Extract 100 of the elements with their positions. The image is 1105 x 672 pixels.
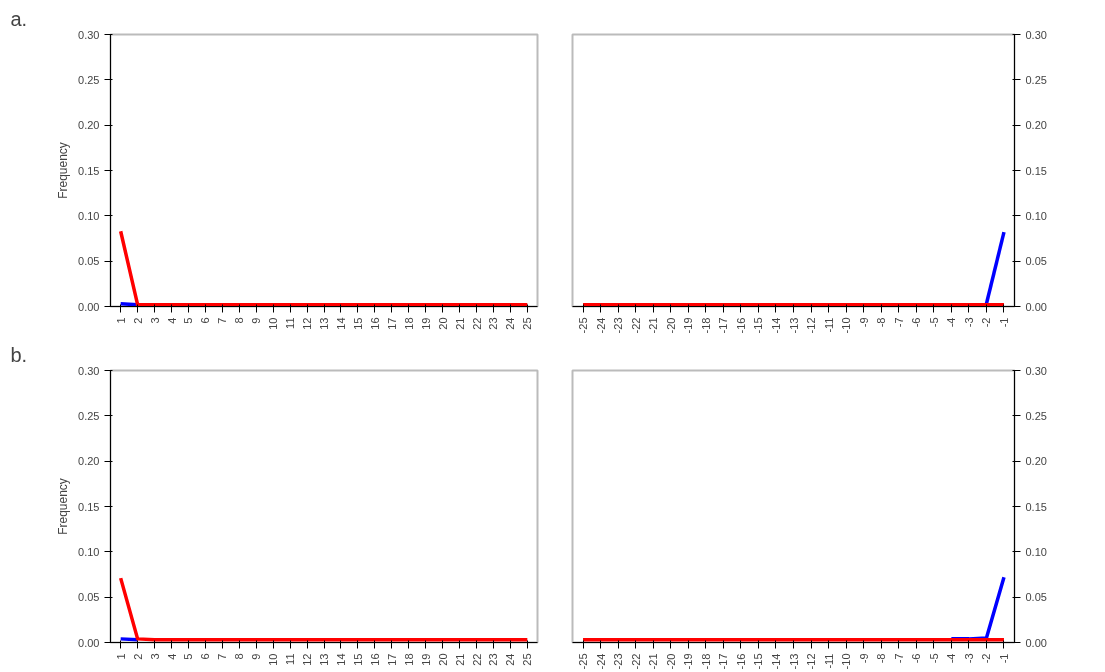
x-tick-label: 23 (487, 653, 500, 666)
x-tick-label: -24 (594, 317, 607, 334)
x-tick-label: 25 (521, 653, 534, 666)
x-tick-label: -15 (752, 653, 765, 670)
x-tick-label: -11 (822, 653, 835, 669)
y2-tick-label: 0.30 (1025, 28, 1047, 41)
x-tick-label: 13 (318, 653, 330, 666)
y2-tick-label: 0.05 (1025, 591, 1047, 604)
x-tick-label: 15 (351, 653, 364, 666)
x-tick-label: -3 (962, 317, 975, 328)
x-tick-label: -8 (875, 653, 888, 664)
y2-tick-label: 0.30 (1025, 364, 1047, 377)
x-tick-label: 11 (284, 317, 297, 329)
x-tick-label: -17 (717, 317, 730, 334)
x-tick-label: 2 (131, 653, 144, 660)
x-tick-label: 25 (521, 317, 534, 330)
x-tick-label: -23 (612, 653, 625, 670)
x-tick-label: 17 (385, 317, 398, 330)
x-tick-label: 17 (385, 653, 398, 666)
x-tick-label: -20 (664, 653, 677, 670)
x-tick-label: 4 (165, 317, 178, 324)
y-tick-label: 0.00 (78, 300, 100, 313)
x-tick-label: 10 (267, 653, 280, 666)
x-tick-label: 8 (233, 317, 246, 324)
y-tick-label: 0.15 (78, 500, 100, 513)
x-tick-label: 1 (114, 653, 127, 660)
x-tick-label: 2 (131, 317, 144, 324)
y-tick-label: 0.05 (78, 255, 100, 268)
x-tick-label: -12 (805, 653, 818, 670)
y-axis-title: Frequency (56, 478, 71, 535)
x-tick-label: -16 (734, 317, 747, 334)
y-tick-label: 0.20 (78, 455, 100, 468)
x-tick-label: 9 (250, 317, 263, 324)
x-tick-label: -1 (997, 653, 1010, 664)
y2-tick-label: 0.10 (1025, 545, 1047, 558)
x-tick-label: 14 (334, 653, 347, 666)
y2-tick-label: 0.25 (1025, 409, 1047, 422)
x-tick-label: 24 (504, 317, 517, 330)
x-tick-label: 14 (334, 317, 347, 330)
x-tick-label: -2 (980, 653, 993, 664)
y-tick-label: 0.00 (78, 636, 100, 649)
x-tick-label: -20 (664, 317, 677, 334)
x-tick-label: -14 (769, 653, 782, 670)
x-tick-label: 3 (148, 317, 161, 324)
x-tick-label: 18 (402, 653, 415, 666)
x-tick-label: 10 (267, 317, 280, 330)
x-tick-label: 19 (419, 317, 432, 330)
y2-tick-label: 0.05 (1025, 255, 1047, 268)
y-tick-label: 0.15 (78, 164, 100, 177)
x-tick-label: -25 (577, 653, 590, 670)
x-tick-label: -18 (699, 653, 712, 670)
y-tick-label: 0.25 (78, 73, 100, 86)
x-tick-label: -22 (629, 317, 642, 334)
x-tick-label: -22 (629, 653, 642, 670)
x-tick-label: -21 (647, 653, 660, 670)
x-tick-label: -17 (717, 653, 730, 670)
y-tick-label: 0.05 (78, 591, 100, 604)
x-tick-label: -9 (857, 653, 870, 664)
x-tick-label: 16 (368, 317, 381, 330)
x-tick-label: -7 (892, 653, 905, 664)
y2-tick-label: 0.15 (1025, 164, 1047, 177)
x-tick-label: -23 (612, 317, 625, 334)
x-tick-label: -24 (594, 653, 607, 670)
x-tick-label: -21 (647, 317, 660, 334)
x-tick-label: -5 (927, 317, 940, 328)
x-tick-label: 22 (470, 317, 483, 330)
x-tick-label: -13 (787, 317, 800, 334)
x-tick-label: 8 (233, 653, 246, 660)
y-tick-label: 0.30 (78, 364, 100, 377)
x-tick-label: -4 (945, 317, 958, 328)
x-tick-label: 3 (148, 653, 161, 660)
text: a. (10, 7, 28, 30)
x-tick-label: -7 (892, 317, 905, 328)
x-tick-label: 13 (318, 317, 330, 330)
y-tick-label: 0.10 (78, 209, 100, 222)
y2-tick-label: 0.20 (1025, 455, 1047, 468)
x-tick-label: 20 (436, 653, 449, 666)
x-tick-label: -6 (910, 317, 923, 328)
x-tick-label: -10 (840, 653, 853, 670)
y2-tick-label: 0.00 (1025, 300, 1047, 313)
x-tick-label: 5 (182, 317, 195, 324)
x-tick-label: 9 (250, 653, 263, 660)
x-tick-label: 16 (368, 653, 381, 666)
x-tick-label: -4 (945, 653, 958, 664)
y2-tick-label: 0.20 (1025, 119, 1047, 132)
x-tick-label: 6 (199, 317, 212, 324)
x-tick-label: -25 (577, 317, 590, 334)
x-tick-label: -19 (682, 317, 695, 334)
y2-tick-label: 0.25 (1025, 73, 1047, 86)
y-tick-label: 0.20 (78, 119, 100, 132)
x-tick-label: 19 (419, 653, 432, 666)
x-tick-label: 22 (470, 653, 483, 666)
x-tick-label: 6 (199, 653, 212, 660)
x-tick-label: -10 (840, 317, 853, 334)
x-tick-label: -18 (699, 317, 712, 334)
x-tick-label: 20 (436, 317, 449, 330)
x-tick-label: -3 (962, 653, 975, 664)
x-tick-label: -11 (822, 317, 835, 333)
x-tick-label: -2 (980, 317, 993, 328)
text: b. (10, 343, 28, 366)
